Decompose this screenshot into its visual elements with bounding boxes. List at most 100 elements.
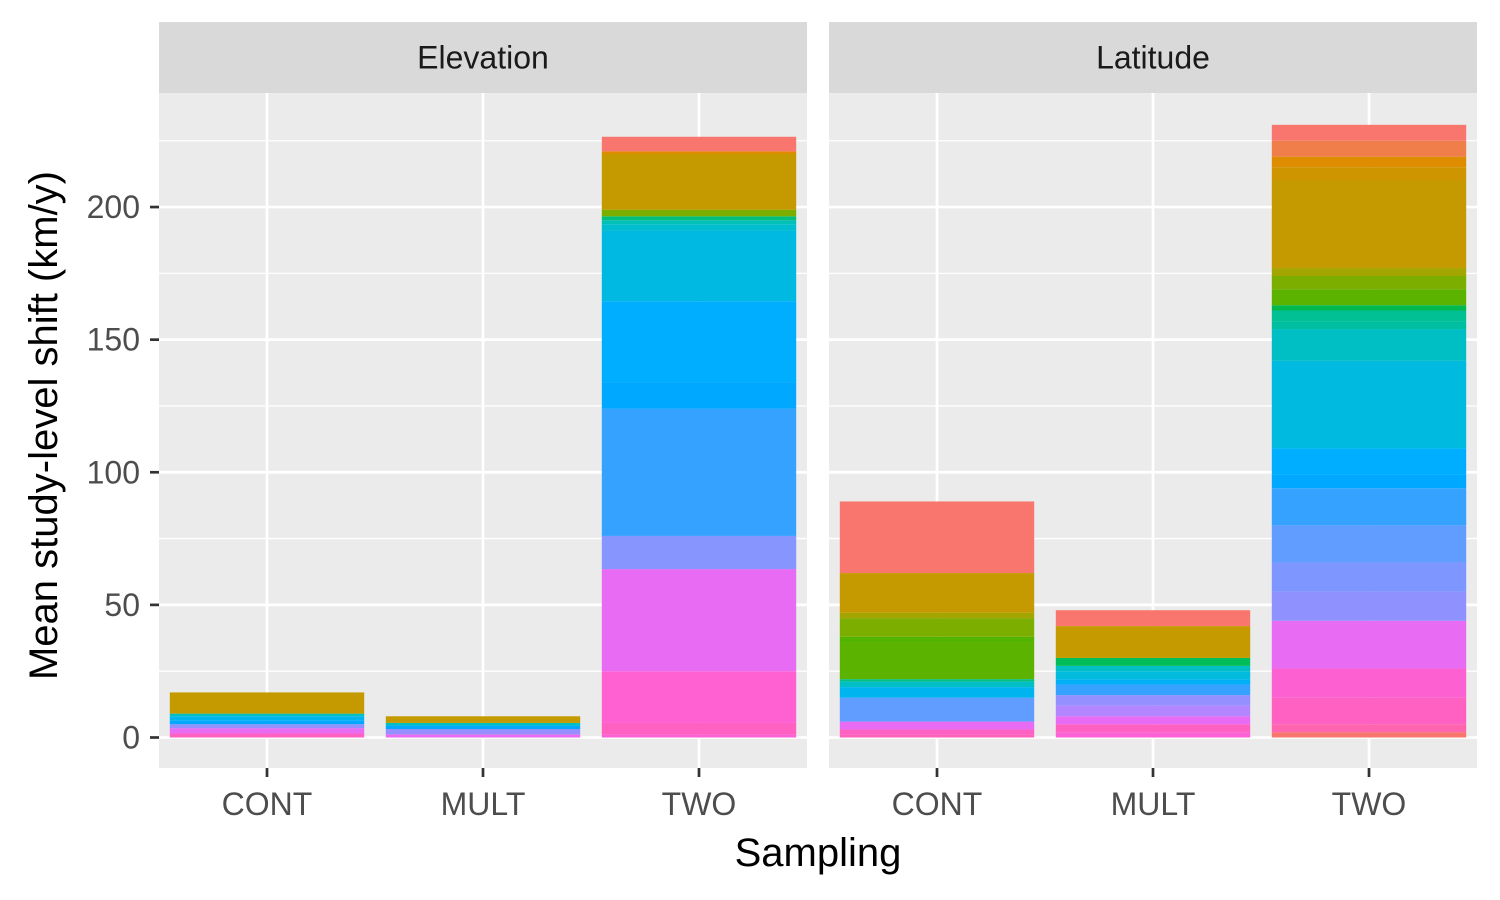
facet-strip: [159, 22, 807, 93]
bar-two: [1271, 124, 1467, 738]
bar-segment: [601, 136, 797, 152]
y-axis: 0 50 100 150 200: [87, 189, 159, 755]
bar-segment: [839, 636, 1035, 643]
bar-segment: [1055, 716, 1251, 725]
bar-segment: [601, 224, 797, 231]
bar-cont: [169, 692, 365, 738]
bar-segment: [1055, 657, 1251, 666]
bar-segment: [169, 692, 365, 714]
bar-segment: [839, 573, 1035, 613]
bar-segment: [1055, 610, 1251, 627]
panel-elevation: Elevation CONT MULT TWO: [159, 22, 807, 822]
bar-segment: [839, 642, 1035, 680]
bar-segment: [1055, 695, 1251, 706]
bar-segment: [839, 618, 1035, 637]
bar-segment: [601, 722, 797, 735]
bar-segment: [1055, 705, 1251, 717]
bar-segment: [1271, 305, 1467, 311]
bar-segment: [1271, 276, 1467, 290]
bar-segment: [1055, 626, 1251, 658]
bar-segment: [1271, 724, 1467, 733]
panel-latitude: Latitude CONT MULT TWO: [829, 22, 1477, 822]
bar-segment: [385, 729, 581, 735]
bar-segment: [385, 722, 581, 726]
bar-segment: [385, 725, 581, 730]
x-tick-label: TWO: [1332, 786, 1407, 822]
x-tick-label: MULT: [441, 786, 526, 822]
y-tick-label: 50: [104, 587, 140, 623]
bar-segment: [601, 151, 797, 155]
bar-segment: [601, 216, 797, 221]
bar-segment: [169, 720, 365, 725]
bar-segment: [601, 209, 797, 217]
bar-segment: [1271, 732, 1467, 738]
bar-mult: [385, 716, 581, 738]
bar-segment: [839, 697, 1035, 722]
facet-label: Latitude: [1096, 40, 1210, 76]
bar-segment: [1271, 525, 1467, 563]
bar-segment: [1055, 679, 1251, 685]
bar-segment: [601, 154, 797, 210]
bar-segment: [169, 733, 365, 738]
bar-segment: [1055, 732, 1251, 738]
bar-segment: [1271, 180, 1467, 269]
x-tick-label: MULT: [1111, 786, 1196, 822]
bar-segment: [1271, 329, 1467, 361]
bar-segment: [385, 734, 581, 738]
bar-segment: [1271, 310, 1467, 322]
bar-segment: [1271, 360, 1467, 449]
bar-segment: [1271, 268, 1467, 277]
bar-segment: [169, 728, 365, 734]
bar-segment: [1271, 620, 1467, 669]
bar-segment: [601, 230, 797, 302]
bar-segment: [169, 716, 365, 721]
bar-segment: [839, 721, 1035, 730]
bar-segment: [1055, 724, 1251, 733]
bar-segment: [601, 301, 797, 383]
bar-segment: [839, 679, 1035, 682]
bar-mult: [1055, 610, 1251, 738]
y-tick-label: 150: [87, 322, 140, 358]
bar-segment: [1271, 488, 1467, 526]
bar-segment: [1271, 321, 1467, 330]
bar-segment: [1271, 289, 1467, 306]
bar-segment: [839, 612, 1035, 619]
bar-segment: [601, 408, 797, 536]
bar-segment: [1271, 562, 1467, 592]
bar-segment: [169, 724, 365, 729]
x-tick-label: TWO: [662, 786, 737, 822]
bar-segment: [1271, 448, 1467, 475]
bar-segment: [1055, 684, 1251, 696]
bar-segment: [1271, 591, 1467, 621]
bar-segment: [839, 734, 1035, 738]
bar-segment: [169, 713, 365, 717]
facet-label: Elevation: [417, 40, 549, 76]
bar-segment: [1271, 124, 1467, 141]
x-tick-label: CONT: [892, 786, 983, 822]
bar-segment: [1055, 671, 1251, 680]
bar-segment: [839, 681, 1035, 688]
bar-segment: [839, 729, 1035, 735]
y-tick-label: 100: [87, 454, 140, 490]
y-axis-title: Mean study-level shift (km/y): [22, 171, 66, 680]
y-tick-label: 0: [122, 719, 140, 755]
bar-segment: [601, 734, 797, 738]
bar-segment: [1055, 665, 1251, 672]
bar-segment: [601, 382, 797, 409]
bar-segment: [839, 501, 1035, 574]
bar-segment: [1271, 474, 1467, 489]
bar-segment: [839, 687, 1035, 698]
y-tick-label: 200: [87, 189, 140, 225]
bar-segment: [1271, 668, 1467, 698]
facet-strip: [829, 22, 1477, 93]
bar-segment: [601, 535, 797, 570]
bar-segment: [1271, 167, 1467, 181]
bar-segment: [1271, 140, 1467, 157]
bar-segment: [601, 569, 797, 672]
bar-segment: [601, 671, 797, 723]
bar-segment: [1271, 156, 1467, 168]
bar-cont: [839, 501, 1035, 738]
x-tick-label: CONT: [222, 786, 313, 822]
bar-segment: [1271, 697, 1467, 725]
